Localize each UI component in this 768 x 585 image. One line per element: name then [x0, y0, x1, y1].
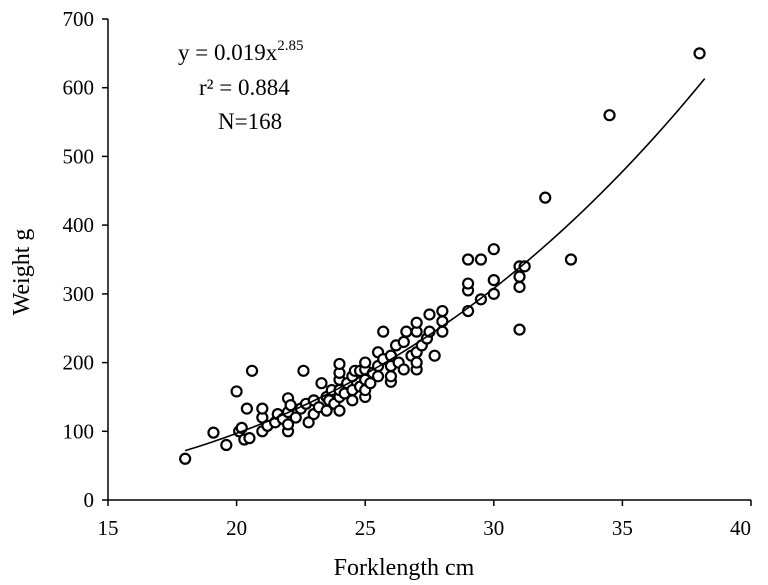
data-point — [400, 325, 413, 338]
fit-curve — [184, 78, 706, 452]
data-point — [423, 308, 436, 321]
data-point — [284, 399, 297, 412]
data-point — [474, 253, 488, 266]
data-point — [333, 357, 346, 371]
y-tick-label: 300 — [63, 282, 95, 306]
x-axis-label: Forklength cm — [334, 555, 475, 581]
y-tick-label: 500 — [63, 144, 95, 168]
data-point — [243, 432, 256, 445]
data-point — [513, 323, 526, 336]
data-point — [289, 411, 302, 424]
equation-label: y = 0.019x2.85 — [178, 38, 303, 65]
data-point — [207, 426, 220, 439]
data-point — [220, 438, 233, 452]
x-tick-label: 30 — [483, 516, 504, 540]
sample-size-label: N=168 — [218, 109, 282, 134]
data-point — [428, 349, 441, 362]
x-tick-label: 25 — [355, 516, 376, 540]
data-point — [315, 377, 328, 390]
y-tick-label: 100 — [63, 419, 95, 443]
data-point — [333, 404, 346, 417]
y-ticks: 0 100 200 300 400 500 600 700 — [63, 7, 108, 512]
data-point — [397, 335, 410, 349]
x-tick-label: 20 — [226, 516, 247, 540]
data-point — [410, 356, 423, 369]
x-tick-label: 15 — [98, 516, 119, 540]
data-point — [436, 304, 449, 318]
data-point — [436, 315, 449, 328]
data-point — [230, 385, 243, 398]
data-point — [539, 191, 552, 204]
y-tick-label: 200 — [63, 351, 95, 375]
plot-frame — [107, 19, 751, 501]
data-point — [487, 243, 500, 256]
data-point — [346, 394, 359, 407]
data-point — [256, 402, 269, 415]
data-point — [461, 253, 475, 266]
data-point — [397, 363, 410, 376]
data-point — [461, 277, 475, 290]
x-ticks: 15 20 25 30 35 40 — [98, 500, 752, 540]
y-tick-label: 400 — [63, 213, 95, 237]
equation-base: y = 0.019x — [178, 40, 278, 65]
data-point — [240, 402, 253, 415]
data-point — [513, 270, 526, 283]
data-point — [518, 260, 531, 273]
points-layer — [179, 47, 706, 465]
data-point — [410, 316, 423, 329]
data-point — [359, 356, 372, 369]
data-point — [384, 370, 398, 383]
data-point — [281, 418, 295, 431]
data-point — [693, 47, 706, 60]
data-point — [487, 274, 500, 287]
data-point — [371, 370, 385, 383]
data-point — [179, 452, 192, 465]
data-point — [603, 109, 616, 122]
data-point — [377, 325, 390, 338]
data-point — [297, 364, 310, 377]
equation-exponent: 2.85 — [277, 38, 303, 54]
x-tick-label: 35 — [612, 516, 633, 540]
r-squared-label: r² = 0.884 — [199, 75, 290, 100]
y-axis-label: Weight g — [9, 229, 35, 316]
data-point — [513, 280, 526, 294]
y-tick-label: 600 — [63, 76, 95, 100]
y-tick-label: 700 — [63, 7, 95, 31]
fit-annotation: y = 0.019x2.85 r² = 0.884 N=168 — [178, 38, 303, 134]
x-tick-label: 40 — [730, 516, 751, 540]
data-point — [245, 364, 259, 377]
data-point — [564, 253, 578, 266]
y-tick-label: 0 — [84, 488, 95, 512]
